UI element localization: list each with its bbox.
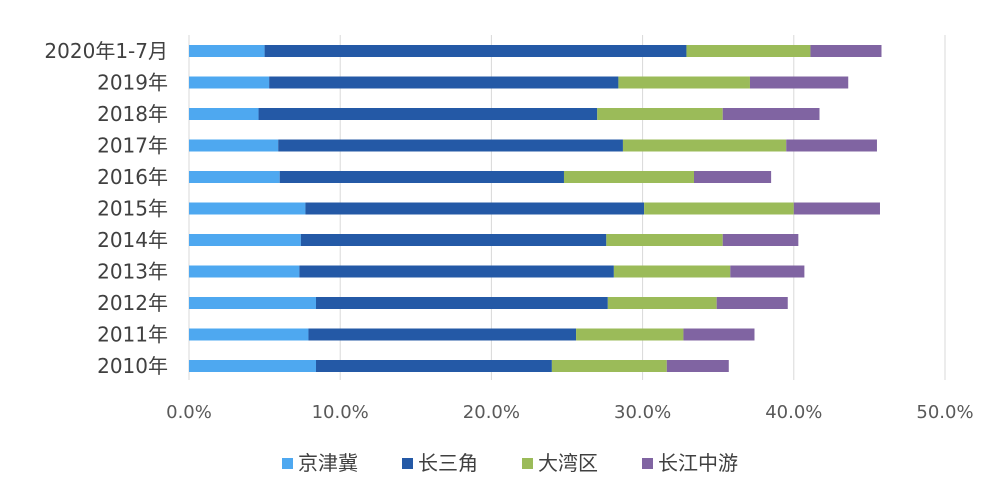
bar-segment — [189, 139, 279, 152]
bar-segment — [279, 171, 564, 183]
bar-segment — [749, 76, 849, 89]
category-label: 2017年 — [97, 134, 168, 158]
bar-segment — [686, 45, 811, 57]
legend-swatch — [402, 458, 413, 469]
category-label: 2018年 — [97, 102, 168, 126]
bar-segment — [607, 297, 717, 309]
bar-segment — [793, 202, 880, 215]
x-tick-label: 40.0% — [765, 402, 822, 423]
legend-swatch — [522, 458, 533, 469]
bar-segment — [278, 139, 623, 152]
bar-segment — [316, 360, 552, 372]
legend-label: 长江中游 — [658, 451, 738, 475]
bar-segment — [810, 45, 882, 57]
category-label: 2016年 — [97, 165, 168, 189]
bar-segment — [189, 202, 306, 215]
x-tick-label: 50.0% — [916, 402, 973, 423]
bar-segment — [716, 297, 788, 309]
bar-segment — [189, 108, 259, 120]
bar-segment — [189, 171, 280, 183]
bar-segment — [308, 328, 577, 341]
bar-segment — [189, 360, 317, 372]
bar-segment — [618, 76, 750, 89]
category-label: 2012年 — [97, 291, 168, 315]
bar-segment — [300, 234, 607, 246]
category-label: 2014年 — [97, 228, 168, 252]
legend-label: 长三角 — [418, 451, 478, 475]
bar-segment — [644, 202, 794, 215]
value-axis: 0.0% 10.0% 20.0% 30.0% 40.0% 50.0% — [166, 402, 973, 423]
category-label: 2013年 — [97, 260, 168, 284]
bar-segment — [576, 328, 684, 341]
bar-segment — [606, 234, 723, 246]
bar-segment — [189, 234, 301, 246]
category-label: 2020年1-7月 — [44, 39, 168, 63]
legend-swatch — [642, 458, 653, 469]
legend-label: 大湾区 — [538, 451, 598, 475]
bar-segment — [189, 297, 317, 309]
category-label: 2015年 — [97, 197, 168, 221]
bars — [189, 45, 882, 372]
bar-segment — [622, 139, 787, 152]
bar-segment — [264, 45, 687, 57]
bar-segment — [683, 328, 755, 341]
bar-segment — [786, 139, 877, 152]
bar-segment — [722, 234, 799, 246]
bar-segment — [613, 265, 731, 278]
bar-segment — [189, 265, 300, 278]
x-tick-label: 20.0% — [463, 402, 520, 423]
legend-swatch — [282, 458, 293, 469]
bar-segment — [730, 265, 805, 278]
category-label: 2010年 — [97, 354, 168, 378]
category-axis: 2020年1-7月 2019年 2018年 2017年 2016年 2015年 2014年 2… — [44, 39, 168, 378]
bar-segment — [189, 328, 309, 341]
x-tick-label: 30.0% — [614, 402, 671, 423]
bar-segment — [299, 265, 614, 278]
legend-label: 京津冀 — [298, 451, 358, 475]
x-tick-label: 10.0% — [312, 402, 369, 423]
bar-segment — [258, 108, 598, 120]
bar-segment — [189, 76, 270, 89]
bar-segment — [316, 297, 608, 309]
legend: 京津冀 长三角 大湾区 长江中游 — [282, 451, 738, 475]
category-label: 2011年 — [97, 323, 168, 347]
bar-segment — [189, 45, 265, 57]
bar-segment — [597, 108, 723, 120]
category-label: 2019年 — [97, 71, 168, 95]
bar-segment — [722, 108, 820, 120]
bar-segment — [694, 171, 772, 183]
bar-segment — [269, 76, 619, 89]
x-tick-label: 0.0% — [166, 402, 212, 423]
bar-segment — [563, 171, 695, 183]
bar-segment — [305, 202, 645, 215]
bar-segment — [551, 360, 667, 372]
bar-segment — [666, 360, 729, 372]
